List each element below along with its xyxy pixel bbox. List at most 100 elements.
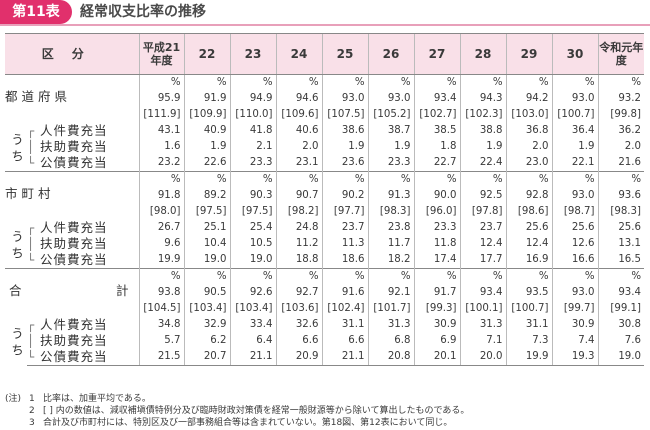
sub-row-label-text: 扶助費充当	[40, 236, 108, 251]
percent-unit: %	[367, 74, 414, 91]
year-header: 22	[183, 33, 230, 75]
sub-row-label: ┌ 人件費充当	[27, 317, 139, 333]
sub-value: 11.3	[321, 236, 368, 252]
sub-row: │ 扶助費充当 5.7 6.2 6.4 6.6 6.6 6.8 6.9 7.1 7.3 7.4 7.6	[5, 333, 644, 349]
sub-value: 17.4	[413, 252, 460, 269]
adjusted-value: [98.0]	[138, 204, 184, 220]
bracket-mark: │	[27, 237, 41, 251]
adjusted-value: [111.9]	[138, 107, 184, 123]
year-header: 29	[505, 33, 552, 75]
percent-unit: %	[275, 268, 322, 285]
sub-row-label-text: 公債費充当	[40, 252, 108, 267]
sub-value: 6.6	[275, 333, 322, 349]
sub-value: 23.2	[138, 155, 184, 172]
sub-row-label: └ 公債費充当	[27, 349, 139, 366]
total-value: 93.0	[551, 188, 598, 204]
percent-unit: %	[321, 268, 368, 285]
sub-row-label: │ 扶助費充当	[27, 139, 139, 155]
total-value: 93.0	[321, 91, 368, 107]
total-value: 91.3	[367, 188, 414, 204]
adjusted-value: [97.8]	[459, 204, 506, 220]
sub-row-label: │ 扶助費充当	[27, 236, 139, 252]
sub-value: 25.6	[597, 220, 644, 236]
sub-row-label: └ 公債費充当	[27, 155, 139, 172]
sub-value: 19.0	[183, 252, 230, 269]
bracket-mark: └	[27, 156, 41, 170]
sub-value: 21.1	[229, 349, 276, 366]
footnotes: (注) 1 比率は、加重平均である。 2 [ ] 内の数値は、減収補塡債特例分及…	[5, 393, 645, 429]
footnote-number: 2	[29, 406, 35, 416]
sub-value: 22.6	[183, 155, 230, 172]
sub-value: 7.6	[597, 333, 644, 349]
sub-value: 1.6	[138, 139, 184, 155]
sub-value: 36.2	[597, 123, 644, 139]
sub-value: 10.4	[183, 236, 230, 252]
percent-unit: %	[459, 268, 506, 285]
sub-row: │ 扶助費充当 9.6 10.4 10.5 11.2 11.3 11.7 11.8 12.4 12…	[5, 236, 644, 252]
percent-unit: %	[183, 268, 230, 285]
sub-value: 5.7	[138, 333, 184, 349]
adjusted-row: [104.5] [103.4] [103.4] [103.6] [102.4] [101.…	[5, 301, 644, 317]
total-value: 91.9	[183, 91, 230, 107]
sub-value: 21.1	[321, 349, 368, 366]
sub-value: 1.9	[551, 139, 598, 155]
percent-unit: %	[597, 171, 644, 188]
percent-unit: %	[275, 74, 322, 91]
total-value: 92.8	[505, 188, 552, 204]
sub-value: 21.5	[138, 349, 184, 366]
sub-value: 20.7	[183, 349, 230, 366]
percent-unit: %	[229, 268, 276, 285]
group-label-left: 合	[9, 283, 22, 298]
percent-unit: %	[505, 171, 552, 188]
sub-row-label-text: 公債費充当	[40, 155, 108, 170]
sub-value: 38.7	[367, 123, 414, 139]
adjusted-value: [98.3]	[597, 204, 644, 220]
total-value: 92.7	[275, 285, 322, 301]
percent-unit: %	[367, 171, 414, 188]
percent-unit: %	[183, 171, 230, 188]
sub-row-label: └ 公債費充当	[27, 252, 139, 269]
table-header-row: 区分 平成21年度 22 23 24 25 26 27 28 29 30 令和元…	[5, 33, 644, 75]
sub-value: 30.9	[551, 317, 598, 333]
sub-value: 25.6	[551, 220, 598, 236]
sub-value: 23.1	[275, 155, 322, 172]
footnote: 2 [ ] 内の数値は、減収補塡債特例分及び臨時財政対策債を経常一般財源等から除…	[5, 405, 645, 417]
uchi-label: う ち	[5, 220, 27, 269]
sub-value: 34.8	[138, 317, 184, 333]
sub-value: 6.2	[183, 333, 230, 349]
year-header: 令和元年度	[597, 33, 644, 75]
total-value: 93.0	[551, 91, 598, 107]
total-value: 89.2	[183, 188, 230, 204]
sub-value: 21.6	[597, 155, 644, 172]
group-label: 合計	[5, 268, 139, 317]
sub-value: 19.0	[597, 349, 644, 366]
total-value: 90.0	[413, 188, 460, 204]
adjusted-value: [99.1]	[597, 301, 644, 317]
bracket-mark: ┌	[27, 221, 41, 235]
total-value: 90.7	[275, 188, 322, 204]
sub-value: 13.1	[597, 236, 644, 252]
year-header: 25	[321, 33, 368, 75]
total-value: 93.5	[505, 285, 552, 301]
percent-unit: %	[597, 268, 644, 285]
group-label: 都道府県	[5, 74, 139, 123]
page-header: 第11表 経常収支比率の推移	[0, 0, 650, 26]
percent-unit: %	[551, 74, 598, 91]
adjusted-value: [110.0]	[229, 107, 276, 123]
total-value: 94.3	[459, 91, 506, 107]
percent-unit: %	[551, 268, 598, 285]
sub-value: 43.1	[138, 123, 184, 139]
sub-value: 18.2	[367, 252, 414, 269]
sub-value: 11.7	[367, 236, 414, 252]
adjusted-value: [98.6]	[505, 204, 552, 220]
percent-unit: %	[275, 171, 322, 188]
group-label: 市町村	[5, 171, 139, 220]
ratio-table: 区分 平成21年度 22 23 24 25 26 27 28 29 30 令和元…	[5, 33, 644, 366]
footnote-text: 合計及び市町村には、特別区及び一部事務組合等は含まれていない。第18図、第12表…	[43, 418, 453, 428]
uchi-text: う ち	[9, 229, 24, 259]
sub-row-label-text: 公債費充当	[40, 349, 108, 364]
adjusted-value: [102.7]	[413, 107, 460, 123]
sub-row: └ 公債費充当 19.9 19.0 19.0 18.8 18.6 18.2 17.4 17.7 1…	[5, 252, 644, 269]
sub-row: う ち ┌ 人件費充当 43.1 40.9 41.8 40.6 38.6 38.7 38.5 38…	[5, 123, 644, 161]
total-row: 91.8 89.2 90.3 90.7 90.2 91.3 90.0 92.5 92.8 93.0…	[5, 188, 644, 204]
